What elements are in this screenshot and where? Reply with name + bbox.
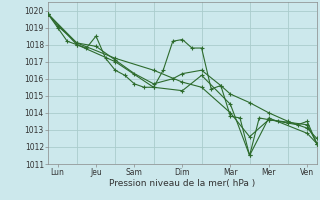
X-axis label: Pression niveau de la mer( hPa ): Pression niveau de la mer( hPa ) <box>109 179 256 188</box>
